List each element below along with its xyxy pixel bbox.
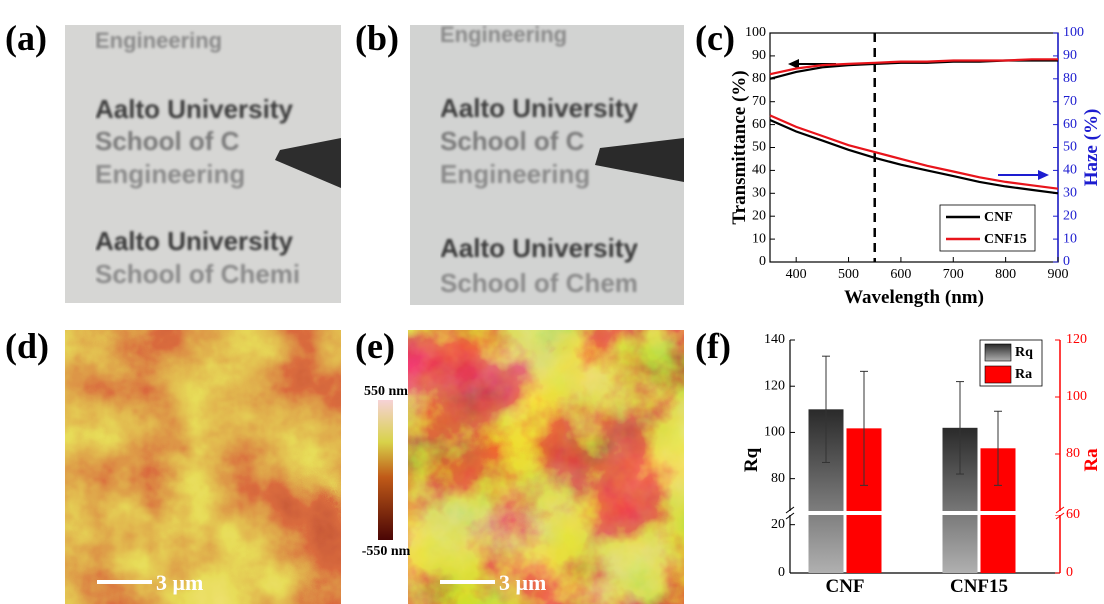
panel-label: (f) [695,326,731,366]
colorbar-max: 550 nm [364,384,408,399]
y-tick-label: 30 [752,186,766,201]
y-tick-label: 80 [771,471,785,486]
axis-break [785,512,795,520]
error-bar [822,355,830,463]
panel-label: (b) [355,18,399,58]
y-tick-label: 80 [752,71,766,86]
y-tick-label: 40 [752,163,766,178]
photo-text: Aalto University [440,233,638,263]
x-tick-label: 400 [786,267,807,282]
y2-tick-label: 60 [1063,117,1077,132]
legend-swatch [984,343,1012,362]
data-line [769,58,1058,76]
x-tick-label: CNF15 [950,576,1008,597]
error-bar [956,381,964,475]
y-axis-label: Rq [741,447,762,472]
y-tick-label: 50 [752,140,766,155]
scale-bar-label: 3 μm [499,570,546,595]
colorbar [378,400,393,540]
y2-tick-label: 0 [1063,254,1070,269]
photo-text: Engineering [440,159,590,189]
y-tick-label: 100 [764,425,785,440]
error-bar [860,370,868,486]
photo-text: Aalto University [95,226,293,256]
y2-tick-label: 80 [1066,446,1080,461]
axis-break [1055,512,1065,520]
x-tick-label: 800 [995,267,1016,282]
x-tick-label: 500 [838,267,859,282]
panel-label: (e) [355,326,395,366]
y-tick-label: 100 [745,25,766,40]
panel-label: (a) [5,18,47,58]
photo-text: Aalto University [95,94,293,124]
y-tick-label: 0 [759,254,766,269]
y-tick-label: 90 [752,48,766,63]
y2-axis-label: Ra [1081,448,1102,472]
y-tick-label: 70 [752,94,766,109]
photo-text: School of Chemi [95,259,300,289]
arrow [998,170,1049,180]
colorbar-min: -550 nm [362,544,411,559]
axis-break [1055,506,1065,514]
legend-label: Ra [1015,367,1032,382]
legend-label: CNF15 [984,232,1027,247]
y-tick-label: 120 [764,378,785,393]
photo-text: Engineering [95,28,222,53]
error-bar [994,410,1002,486]
y2-tick-label: 40 [1063,163,1077,178]
y2-tick-label: 10 [1063,231,1077,246]
data-line [769,118,1059,195]
y-tick-label: 60 [752,117,766,132]
scale-bar-label: 3 μm [156,570,203,595]
y2-tick-label: 70 [1063,94,1077,109]
x-tick-label: 900 [1048,267,1069,282]
photo-text: School of C [440,126,585,156]
legend-label: Rq [1015,345,1033,360]
legend-label: CNF [984,210,1013,225]
axis-break [791,511,1059,515]
y-tick-label: 140 [764,332,785,347]
legend-swatch [984,365,1012,384]
photo-text: School of Chem [440,268,638,298]
y2-tick-label: 60 [1066,507,1080,522]
x-tick-label: CNF [825,576,864,597]
panel-label: (c) [695,18,735,58]
photo-text: Engineering [95,159,245,189]
y2-tick-label: 20 [1063,208,1077,223]
y-tick-label: 0 [778,565,785,580]
y-tick-label: 20 [752,208,766,223]
x-tick-label: 700 [943,267,964,282]
y2-tick-label: 100 [1063,25,1084,40]
data-line [769,114,1059,190]
y-tick-label: 10 [752,231,766,246]
y2-tick-label: 100 [1066,389,1087,404]
photo-text: Engineering [440,22,567,47]
y2-tick-label: 80 [1063,71,1077,86]
y2-tick-label: 90 [1063,48,1077,63]
y2-axis-label: Haze (%) [1081,109,1102,187]
y2-tick-label: 50 [1063,140,1077,155]
x-tick-label: 600 [890,267,911,282]
afm-image-d [65,330,341,604]
legend-box [939,204,1036,252]
tweezers [595,138,684,182]
y2-tick-label: 120 [1066,332,1087,347]
y-axis-label: Transmittance (%) [729,70,750,224]
photo-text: School of C [95,126,240,156]
tweezers [275,138,341,188]
axis-break [785,506,795,514]
photo-text: Aalto University [440,93,638,123]
axis-break [787,511,793,515]
axis-break [1057,511,1063,515]
panel-label: (d) [5,326,49,366]
x-axis-label: Wavelength (nm) [844,287,984,308]
y2-tick-label: 0 [1066,565,1073,580]
y2-tick-label: 30 [1063,186,1077,201]
afm-image-e [408,330,684,604]
y-tick-label: 20 [771,517,785,532]
